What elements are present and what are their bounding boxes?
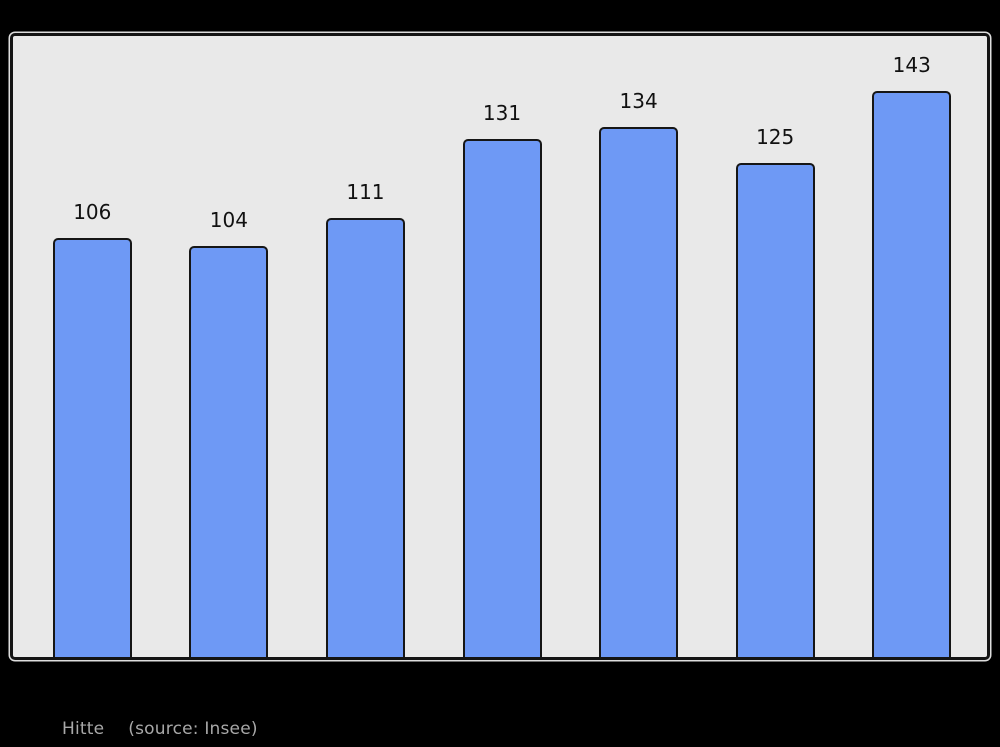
plot-area: 106 104 111 131 134 125 143 <box>10 33 990 660</box>
bar-slot: 134 <box>570 36 707 657</box>
bar-slot: 143 <box>843 36 980 657</box>
bar-value-label: 104 <box>209 207 248 232</box>
bar: 143 <box>872 54 952 657</box>
bar-value-label: 111 <box>346 179 385 204</box>
bar: 111 <box>325 180 405 657</box>
bar: 134 <box>599 89 679 657</box>
caption: Hitte (source: Insee) <box>62 719 258 740</box>
bar-slot: 111 <box>297 36 434 657</box>
bar-value-label: 143 <box>892 53 931 78</box>
caption-series-label: Hitte <box>62 719 105 739</box>
bar: 106 <box>52 200 132 657</box>
bar-value-label: 125 <box>756 124 795 149</box>
bar-value-label: 134 <box>619 88 658 113</box>
bar-slot: 106 <box>24 36 161 657</box>
bar-slot: 131 <box>434 36 571 657</box>
bar: 131 <box>462 101 542 657</box>
bar-value-label: 131 <box>482 100 522 125</box>
bar-slot: 125 <box>707 36 844 657</box>
bar-value-label: 106 <box>73 199 112 224</box>
bar-slot: 104 <box>161 36 298 657</box>
bar: 104 <box>189 208 269 657</box>
bar: 125 <box>735 125 815 657</box>
bars: 106 104 111 131 134 125 143 <box>13 36 987 657</box>
caption-source-note: (source: Insee) <box>128 719 258 739</box>
